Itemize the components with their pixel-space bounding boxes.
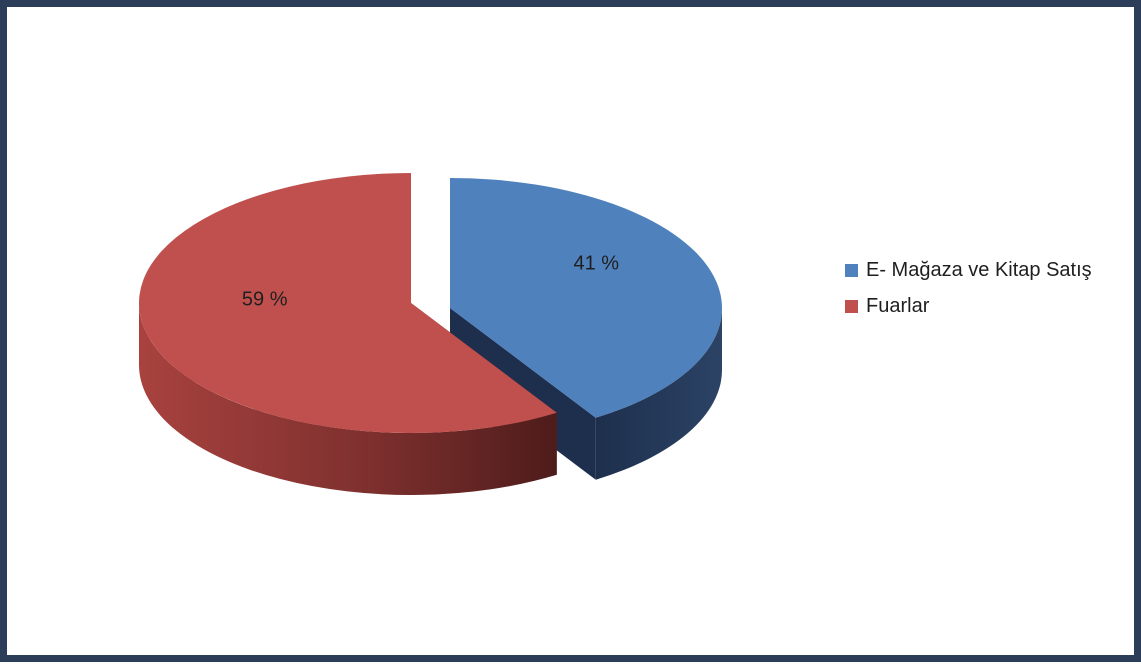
legend-swatch-red [845,299,858,313]
slice-side-fuarlar [139,303,557,495]
legend-label: E- Mağaza ve Kitap Satış [866,258,1092,281]
legend-item-fuarlar: Fuarlar [845,293,1092,319]
legend: E- Mağaza ve Kitap Satış Fuarlar [845,257,1092,329]
slice-side-e-magaza [595,308,722,480]
legend-item-e-magaza: E- Mağaza ve Kitap Satış [845,257,1092,283]
slice-top-e-magaza [450,178,722,418]
data-label-e-magaza: 41 % [574,253,620,275]
data-label-fuarlar: 59 % [242,288,288,310]
legend-label: Fuarlar [866,294,930,317]
pie-chart: 41 % 59 % [139,173,722,495]
legend-swatch-blue [845,263,858,277]
slice-top-fuarlar [139,173,557,433]
